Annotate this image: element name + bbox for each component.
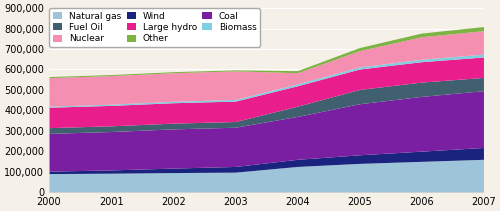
Legend: Natural gas, Fuel Oil, Nuclear, Wind, Large hydro, Other, Coal, Biomass: Natural gas, Fuel Oil, Nuclear, Wind, La… [49, 8, 260, 47]
